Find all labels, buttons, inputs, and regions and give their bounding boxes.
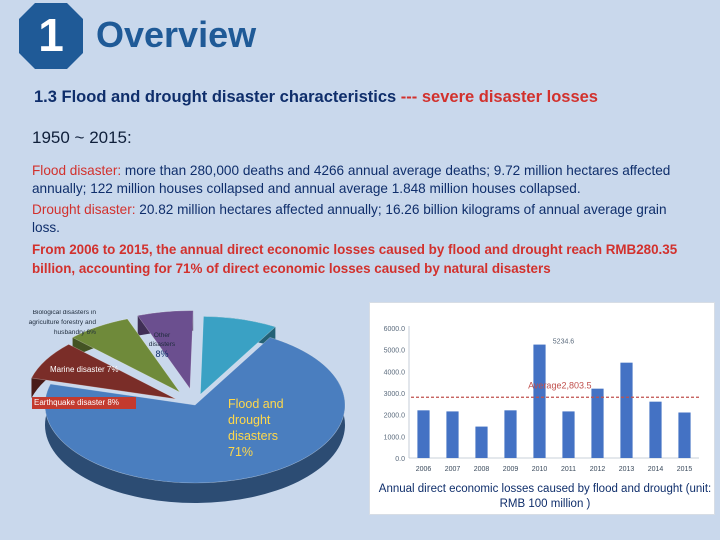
- pie-label: Flood and: [228, 397, 284, 411]
- subtitle-dashes: ---: [400, 88, 418, 106]
- summary-paragraph: From 2006 to 2015, the annual direct eco…: [32, 242, 678, 276]
- y-tick-label: 0.0: [395, 456, 405, 463]
- subtitle-main: 1.3 Flood and drought disaster character…: [34, 88, 397, 106]
- pie-label: disasters: [149, 341, 176, 348]
- drought-paragraph: Drought disaster: 20.82 million hectares…: [32, 201, 692, 237]
- pie-label: 8%: [155, 349, 168, 359]
- bar: [649, 401, 662, 458]
- pie-label: Earthquake disaster 8%: [34, 398, 119, 407]
- y-tick-label: 5000.0: [384, 348, 406, 355]
- pie-slice: [137, 310, 194, 390]
- pie-label: Marine disaster 7%: [50, 365, 118, 374]
- drought-text: 20.82 million hectares affected annually…: [32, 202, 667, 235]
- pie-label: agriculture forestry and: [29, 319, 97, 326]
- x-tick-label: 2012: [590, 466, 606, 473]
- x-tick-label: 2006: [416, 466, 432, 473]
- bar: [504, 410, 517, 458]
- pie-slice: [31, 344, 177, 400]
- y-tick-label: 2000.0: [384, 413, 406, 420]
- bar: [446, 411, 459, 458]
- x-tick-label: 2008: [474, 466, 490, 473]
- bar: [475, 426, 488, 458]
- section-number-badge: [19, 3, 83, 69]
- section-number: 1: [38, 9, 64, 61]
- x-tick-label: 2014: [648, 466, 664, 473]
- pie-label-box: [32, 397, 136, 409]
- pie-label: husbandry 6%: [54, 329, 96, 336]
- x-tick-label: 2011: [561, 466, 576, 473]
- bar: [591, 388, 604, 458]
- y-tick-label: 4000.0: [384, 369, 406, 376]
- section-subtitle: 1.3 Flood and drought disaster character…: [34, 88, 598, 107]
- pie-slice: [71, 318, 180, 393]
- pie-slice: [44, 337, 346, 484]
- bar-chart-caption: Annual direct economic losses caused by …: [378, 483, 712, 510]
- average-label: Average2,803.5: [528, 380, 591, 390]
- x-tick-label: 2007: [445, 466, 461, 473]
- disaster-share-pie-chart: Flood and drought disasters 71% Earthquake d…: [29, 310, 346, 503]
- y-tick-label: 1000.0: [384, 434, 406, 441]
- flood-lead: Flood disaster:: [32, 163, 122, 178]
- y-tick-label: 3000.0: [384, 391, 406, 398]
- bar: [533, 344, 546, 458]
- subtitle-accent: severe disaster losses: [421, 88, 598, 106]
- drought-lead: Drought disaster:: [32, 202, 136, 217]
- bar: [562, 411, 575, 458]
- pie-label: Other: [154, 332, 171, 339]
- pie-label: Biological disasters in: [33, 310, 97, 316]
- x-tick-label: 2009: [503, 466, 519, 473]
- bar: [678, 412, 691, 458]
- flood-text: more than 280,000 deaths and 4266 annual…: [32, 163, 671, 196]
- peak-value-label: 5234.6: [553, 339, 575, 346]
- y-tick-label: 6000.0: [384, 326, 406, 333]
- pie-label: 71%: [228, 445, 253, 459]
- x-tick-label: 2013: [619, 466, 635, 473]
- annual-losses-bar-chart: 0.0 1000.0 2000.0 3000.0 4000.0 5000.0 6000.0 2…: [384, 326, 699, 473]
- pie-slice: [200, 316, 276, 396]
- page-title: Overview: [96, 14, 257, 55]
- period-label: 1950 ~ 2015:: [32, 128, 132, 147]
- pie-label: disasters: [228, 429, 278, 443]
- x-tick-label: 2015: [677, 466, 693, 473]
- x-tick-label: 2010: [532, 466, 548, 473]
- pie-label: drought: [228, 413, 271, 427]
- bar: [417, 410, 430, 458]
- flood-paragraph: Flood disaster: more than 280,000 deaths…: [32, 162, 692, 198]
- bar: [620, 362, 633, 458]
